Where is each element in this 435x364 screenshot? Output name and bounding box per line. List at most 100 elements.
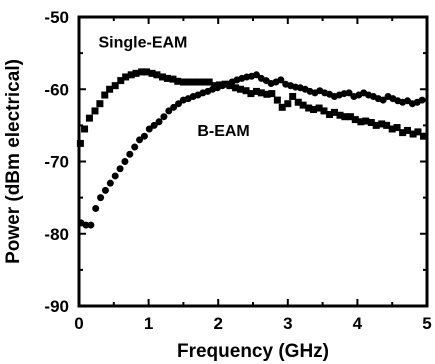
data-point-circle bbox=[155, 118, 163, 126]
data-point-square bbox=[268, 90, 276, 98]
data-point-circle bbox=[140, 132, 148, 140]
annotation-single-eam: Single-EAM bbox=[98, 34, 187, 51]
data-point-square bbox=[101, 91, 109, 99]
series-b-eam bbox=[77, 71, 426, 229]
data-point-circle bbox=[106, 179, 114, 187]
data-point-square bbox=[81, 125, 89, 133]
tick-labels: 0 1 2 3 4 5 -90 -80 -70 -60 -50 bbox=[44, 8, 431, 333]
data-point-square bbox=[263, 90, 271, 98]
data-point-square bbox=[326, 111, 334, 119]
data-point-square bbox=[153, 71, 161, 79]
data-point-square bbox=[174, 77, 182, 85]
data-point-square bbox=[305, 104, 313, 112]
data-point-square bbox=[91, 107, 99, 115]
data-point-square bbox=[393, 124, 401, 132]
x-axis-title: Frequency (GHz) bbox=[177, 341, 329, 362]
data-point-square bbox=[351, 116, 359, 124]
data-point-square bbox=[273, 96, 281, 104]
data-point-square bbox=[179, 78, 187, 86]
data-point-square bbox=[310, 105, 318, 113]
data-point-square bbox=[399, 129, 407, 137]
data-point-square bbox=[341, 113, 349, 121]
data-point-square bbox=[111, 82, 119, 90]
data-point-square bbox=[362, 117, 370, 125]
plot-marks bbox=[76, 68, 428, 229]
data-point-square bbox=[284, 100, 292, 108]
data-point-circle bbox=[277, 76, 285, 84]
data-point-circle bbox=[111, 172, 119, 180]
y-tick-label: -70 bbox=[44, 153, 69, 172]
x-tick-label: 5 bbox=[422, 314, 431, 333]
data-point-square bbox=[414, 128, 422, 136]
data-point-square bbox=[96, 100, 104, 108]
plot-frame bbox=[77, 15, 429, 308]
data-point-square bbox=[132, 69, 140, 77]
data-point-square bbox=[195, 78, 203, 86]
data-point-square bbox=[247, 90, 255, 98]
data-point-square bbox=[299, 101, 307, 109]
x-tick-label: 4 bbox=[353, 314, 363, 333]
data-point-square bbox=[404, 126, 412, 134]
x-tick-label: 2 bbox=[213, 314, 222, 333]
data-point-square bbox=[372, 121, 380, 129]
y-tick-label: -80 bbox=[44, 225, 69, 244]
data-point-circle bbox=[150, 121, 158, 129]
data-point-square bbox=[378, 120, 386, 128]
x-tick-label: 3 bbox=[283, 314, 292, 333]
data-point-square bbox=[205, 78, 213, 86]
data-point-square bbox=[420, 132, 428, 140]
data-point-circle bbox=[160, 113, 168, 121]
data-point-square bbox=[85, 114, 93, 122]
data-point-circle bbox=[345, 89, 353, 97]
data-point-square bbox=[330, 108, 338, 116]
data-point-circle bbox=[87, 221, 95, 229]
data-point-square bbox=[211, 82, 219, 90]
data-point-circle bbox=[175, 100, 183, 108]
data-point-circle bbox=[131, 143, 139, 151]
data-point-square bbox=[289, 92, 297, 100]
data-point-square bbox=[294, 98, 302, 106]
data-point-square bbox=[367, 118, 375, 126]
data-point-circle bbox=[136, 136, 144, 144]
data-point-square bbox=[336, 111, 344, 119]
axis-ticks bbox=[78, 16, 428, 307]
x-tick-label: 0 bbox=[74, 314, 83, 333]
data-point-circle bbox=[252, 71, 260, 79]
data-point-square bbox=[242, 87, 250, 95]
data-point-square bbox=[169, 75, 177, 83]
y-tick-label: -60 bbox=[44, 80, 69, 99]
data-point-square bbox=[143, 68, 151, 76]
data-point-square bbox=[163, 74, 171, 82]
data-point-square bbox=[278, 103, 286, 111]
data-point-square bbox=[346, 113, 354, 121]
data-point-square bbox=[236, 85, 244, 93]
data-point-square bbox=[232, 84, 240, 92]
data-point-circle bbox=[379, 96, 387, 104]
data-point-circle bbox=[92, 204, 100, 212]
data-point-square bbox=[122, 73, 130, 81]
data-point-square bbox=[320, 107, 328, 115]
data-point-square bbox=[383, 121, 391, 129]
data-point-circle bbox=[121, 158, 129, 165]
data-point-circle bbox=[82, 221, 90, 229]
data-point-circle bbox=[145, 125, 153, 133]
y-tick-label: -50 bbox=[44, 8, 69, 27]
data-point-square bbox=[252, 87, 260, 95]
annotation-b-eam: B-EAM bbox=[197, 123, 249, 140]
data-point-square bbox=[159, 73, 167, 81]
data-point-circle bbox=[126, 150, 134, 158]
data-point-circle bbox=[97, 194, 105, 202]
data-point-circle bbox=[170, 103, 178, 111]
data-point-square bbox=[315, 104, 323, 112]
data-point-square bbox=[106, 85, 114, 93]
x-tick-label: 1 bbox=[144, 314, 153, 333]
data-point-square bbox=[117, 77, 125, 85]
y-axis-title: Power (dBm electrical) bbox=[3, 59, 24, 264]
data-point-square bbox=[409, 130, 417, 138]
y-tick-label: -90 bbox=[44, 297, 69, 316]
data-point-square bbox=[200, 78, 208, 86]
data-point-square bbox=[257, 89, 265, 97]
data-point-square bbox=[138, 68, 146, 76]
series-single-eam bbox=[76, 68, 428, 147]
